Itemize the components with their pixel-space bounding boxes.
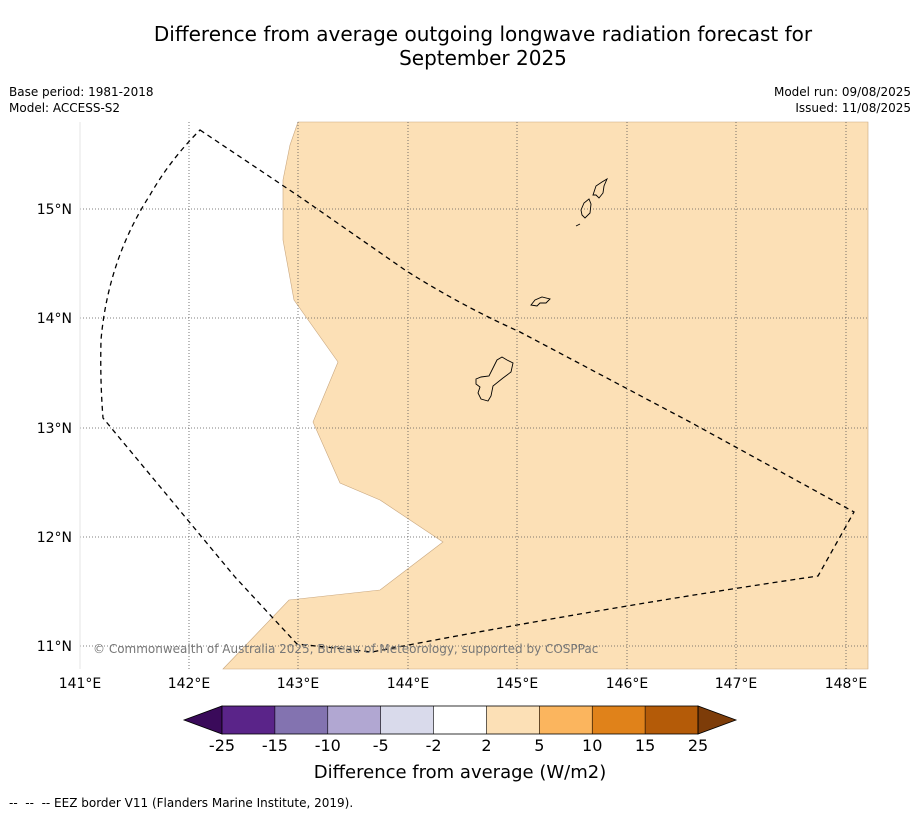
lat-tick-12: 12°N xyxy=(37,530,72,546)
lon-tick-labels: 141°E 142°E 143°E 144°E 145°E 146°E 147°… xyxy=(59,676,868,692)
map-title: Difference from average outgoing longwav… xyxy=(100,22,866,70)
colorbar-frame xyxy=(221,705,699,735)
model-run-text: Model run: 09/08/2025 xyxy=(773,85,911,99)
lat-tick-14: 14°N xyxy=(37,311,72,327)
colorbar-tick-label: 15 xyxy=(635,736,655,755)
title-line-1: Difference from average outgoing longwav… xyxy=(153,22,813,46)
colorbar-segment xyxy=(486,706,540,734)
colorbar-tick-label: 25 xyxy=(688,736,708,755)
issued-text: Issued: 11/08/2025 xyxy=(795,101,911,115)
island-tinian xyxy=(580,198,592,219)
lat-tick-13: 13°N xyxy=(37,421,72,437)
islands xyxy=(475,177,608,402)
island-saipan xyxy=(592,177,608,199)
lon-tick-142: 142°E xyxy=(168,676,211,692)
colorbar-extend-high xyxy=(697,705,738,735)
lon-tick-147: 147°E xyxy=(715,676,758,692)
colorbar-segments xyxy=(222,706,699,734)
eez-footer-note: -- -- -- EEZ border V11 (Flanders Marine… xyxy=(9,796,354,810)
colorbar-tick-label: -25 xyxy=(209,736,235,755)
colorbar-tick-label: 10 xyxy=(582,736,602,755)
colorbar-tick-label: 2 xyxy=(481,736,491,755)
colorbar-tick-label: 5 xyxy=(534,736,544,755)
lat-tick-15: 15°N xyxy=(37,202,72,218)
colorbar-segment xyxy=(592,706,646,734)
lon-tick-144: 144°E xyxy=(387,676,430,692)
lon-tick-145: 145°E xyxy=(496,676,539,692)
colorbar-extend-low xyxy=(182,705,223,735)
island-rota xyxy=(530,296,551,307)
colorbar-segment xyxy=(327,706,381,734)
colorbar-segment xyxy=(433,706,487,734)
colorbar-segment xyxy=(274,706,329,734)
island-guam xyxy=(475,356,514,402)
lat-tick-labels: 15°N 14°N 13°N 12°N 11°N xyxy=(37,202,72,655)
lon-tick-146: 146°E xyxy=(606,676,649,692)
colorbar-segment xyxy=(222,706,276,734)
title-line-2: September 2025 xyxy=(399,46,567,70)
meta-right: Model run: 09/08/2025 Issued: 11/08/2025 xyxy=(774,84,911,116)
anomaly-region-2-to-5 xyxy=(222,121,869,670)
lon-tick-143: 143°E xyxy=(277,676,320,692)
colorbar: -25 -15 -10 -5 -2 2 5 10 15 25 Difference from av… xyxy=(182,705,738,783)
credit-text: © Commonwealth of Australia 2025, Bureau… xyxy=(93,642,598,656)
map-panel: © Commonwealth of Australia 2025, Bureau… xyxy=(79,121,869,670)
base-period-text: Base period: 1981-2018 xyxy=(9,85,154,99)
island-aguijan xyxy=(575,223,581,227)
colorbar-segment xyxy=(645,706,699,734)
graticule xyxy=(80,122,868,669)
model-text: Model: ACCESS-S2 xyxy=(9,101,121,115)
lon-tick-141: 141°E xyxy=(59,676,102,692)
lon-tick-148: 148°E xyxy=(825,676,868,692)
colorbar-tick-label: -5 xyxy=(373,736,389,755)
colorbar-tick-label: -10 xyxy=(315,736,341,755)
colorbar-tick-label: -2 xyxy=(426,736,442,755)
colorbar-segment xyxy=(380,706,434,734)
colorbar-tick-label: -15 xyxy=(262,736,288,755)
colorbar-segment xyxy=(539,706,593,734)
meta-left: Base period: 1981-2018 Model: ACCESS-S2 xyxy=(9,84,154,116)
lat-tick-11: 11°N xyxy=(37,639,72,655)
colorbar-title: Difference from average (W/m2) xyxy=(314,762,606,783)
colorbar-tick-labels: -25 -15 -10 -5 -2 2 5 10 15 25 xyxy=(209,736,708,755)
